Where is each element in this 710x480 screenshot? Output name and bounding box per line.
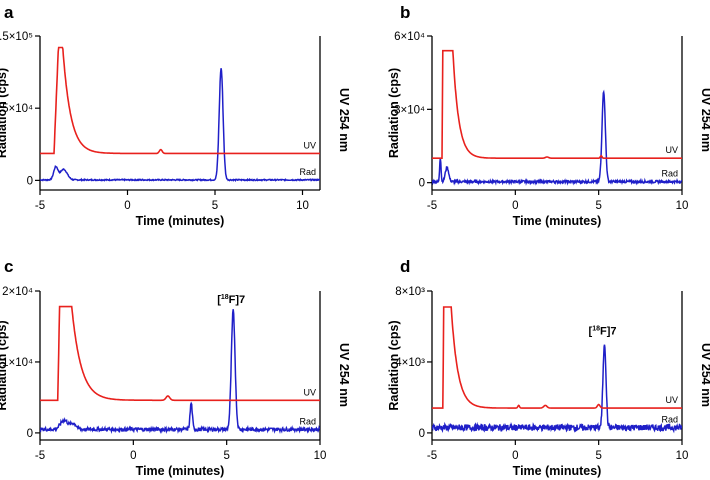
y-tick-label: 0 [419,428,425,440]
y-tick-label: 0 [419,178,425,190]
x-axis-title: Time (minutes) [513,464,602,478]
series-tag-uv: UV [665,395,678,405]
series-tag-rad: Rad [299,416,316,426]
y-tick-label: 1×10⁴ [2,357,33,369]
x-axis-title: Time (minutes) [136,464,225,478]
y-tick-label: 7.5×10⁴ [0,103,33,115]
uv-axis-title: UV 254 nm [699,343,710,407]
x-tick-label: 5 [595,450,601,462]
peak-annotation: [18F]7 [589,325,617,337]
y-axis-title: Radiation (cps) [0,320,9,410]
x-tick-label: 10 [676,200,689,212]
x-tick-label: -5 [427,450,437,462]
x-tick-label: 5 [212,200,218,212]
series-line-uv [432,49,682,159]
x-tick-label: 0 [512,200,518,212]
series-line-rad [432,89,682,186]
y-tick-label: 1.5×10⁵ [0,31,33,43]
series-tag-uv: UV [665,145,678,155]
series-tag-uv: UV [303,140,316,150]
panel-letter: d [400,257,410,276]
x-tick-label: -5 [427,200,437,212]
x-tick-label: 0 [512,450,518,462]
y-tick-label: 6×10⁴ [394,31,425,43]
series-line-rad [40,309,320,435]
y-axis-title: Radiation (cps) [387,320,401,410]
series-line-uv [40,46,320,155]
x-tick-label: 10 [676,450,689,462]
panel-letter: c [4,257,13,276]
series-line-uv [40,305,320,402]
series-line-uv [432,306,682,409]
uv-axis-title: UV 254 nm [337,88,351,152]
x-tick-label: 10 [314,450,327,462]
series-tag-uv: UV [303,387,316,397]
y-tick-label: 8×10³ [395,286,425,298]
panel-letter: a [4,3,14,22]
x-axis-title: Time (minutes) [513,214,602,228]
y-tick-label: 3×10⁴ [394,104,425,116]
x-tick-label: 10 [296,200,309,212]
peak-annotation-pre: [ [217,294,221,306]
series-tag-rad: Rad [661,169,678,179]
panel-letter: b [400,3,410,22]
x-tick-label: 5 [595,200,601,212]
peak-annotation-post: F]7 [600,325,617,337]
uv-axis-title: UV 254 nm [337,343,351,407]
y-axis-title: Radiation (cps) [0,68,9,158]
series-line-rad [40,68,320,183]
peak-annotation: [18F]7 [217,294,245,306]
x-tick-label: 0 [124,200,130,212]
peak-annotation-pre: [ [589,325,593,337]
x-tick-label: 0 [130,450,136,462]
uv-axis-title: UV 254 nm [699,88,710,152]
y-tick-label: 0 [27,428,33,440]
chart-panel-a: a -5 0 5 10 0 7.5×10⁴ 1.5×10⁵ Time (minutes) Radi… [0,3,351,228]
peak-annotation-post: F]7 [229,294,246,306]
peak-annotation-sup: 18 [221,294,229,301]
series-line-rad [432,344,682,434]
y-tick-label: 0 [27,175,33,187]
x-tick-label: -5 [35,450,45,462]
series-tag-rad: Rad [661,415,678,425]
x-axis-title: Time (minutes) [136,214,225,228]
series-tag-rad: Rad [299,167,316,177]
y-tick-label: 4×10³ [395,357,425,369]
peak-annotation-sup: 18 [592,325,600,332]
y-tick-label: 2×10⁴ [2,286,33,298]
y-axis-title: Radiation (cps) [387,68,401,158]
x-tick-label: 5 [223,450,229,462]
x-tick-label: -5 [35,200,45,212]
